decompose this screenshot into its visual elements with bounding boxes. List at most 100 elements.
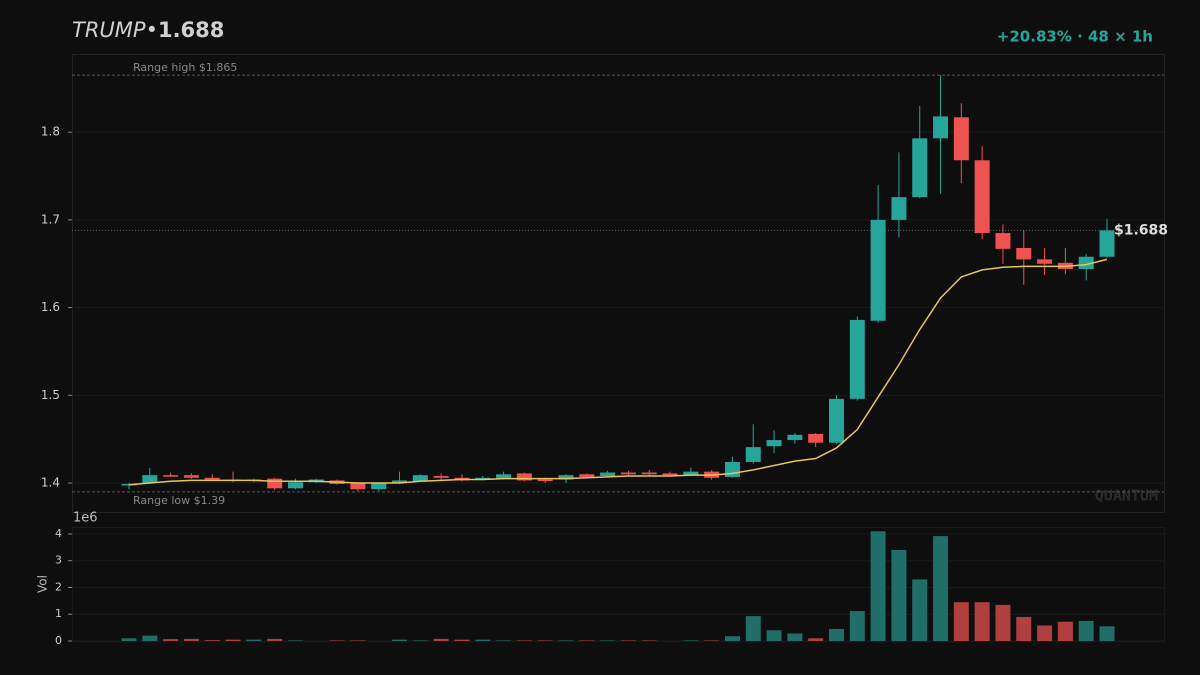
candle-body — [1016, 247, 1032, 260]
volume-bar — [641, 640, 657, 641]
volume-bar — [787, 633, 803, 641]
volume-bar — [225, 639, 241, 641]
candle-body — [766, 440, 782, 447]
volume-bar — [808, 638, 824, 641]
candle-body — [267, 478, 283, 489]
volume-bar — [142, 635, 158, 641]
volume-bar — [454, 639, 470, 641]
chart-title: TRUMP•1.688 — [72, 18, 224, 42]
volume-bar — [704, 640, 720, 641]
volume-bar — [204, 640, 220, 641]
volume-bar — [1057, 621, 1073, 641]
y2-tick-label: 3 — [55, 554, 62, 567]
volume-bar — [475, 639, 491, 641]
title-separator: • — [146, 18, 158, 42]
volume-bar — [287, 640, 303, 641]
y-tick-label: 1.7 — [41, 212, 60, 226]
candle-body — [350, 483, 366, 490]
candle-body — [496, 474, 512, 479]
candle-body — [787, 434, 803, 441]
volume-bar — [974, 602, 990, 641]
title-symbol: TRUMP — [72, 18, 146, 42]
candle-body — [912, 138, 928, 198]
volume-bar — [392, 639, 408, 641]
title-price: 1.688 — [158, 18, 224, 42]
candle-body — [371, 483, 387, 490]
price-panel — [72, 54, 1165, 513]
candle-body — [516, 473, 532, 481]
y-tick-label: 1.4 — [41, 476, 60, 490]
volume-bar — [183, 638, 199, 641]
candle-body — [142, 475, 158, 484]
moving-average — [128, 258, 1108, 486]
volume-bar — [329, 640, 345, 641]
candle-body — [724, 462, 740, 477]
candle-body — [558, 475, 574, 480]
candle-body — [995, 233, 1011, 249]
volume-bar — [121, 638, 137, 641]
candle-body — [287, 482, 303, 489]
range-label: Range high $1.865 — [133, 61, 237, 74]
volume-bar — [933, 536, 949, 641]
candle-body — [641, 472, 657, 475]
y2-tick-label: 2 — [55, 580, 62, 593]
volume-bar — [766, 630, 782, 641]
y-tick-label: 1.5 — [41, 388, 60, 402]
candle-body — [662, 473, 678, 476]
volume-bar — [891, 550, 907, 641]
volume-bar — [1016, 616, 1032, 641]
candle-body — [849, 319, 865, 399]
y-tick-label: 1.8 — [41, 125, 60, 139]
y2-tick-label: 1 — [55, 607, 62, 620]
candle-body — [1037, 259, 1053, 264]
volume-bar — [724, 636, 740, 641]
candle-body — [745, 447, 761, 463]
candle-body — [204, 477, 220, 480]
last-price-label: $1.688 — [1114, 222, 1168, 238]
candle-body — [870, 219, 886, 321]
range-label: Range low $1.39 — [133, 494, 225, 507]
candle-body — [475, 477, 491, 480]
y2-tick-label: 0 — [55, 634, 62, 647]
volume-bar — [849, 611, 865, 641]
volume-bar — [579, 640, 595, 641]
volume-bar — [995, 604, 1011, 641]
candle-body — [579, 474, 595, 477]
candle-body — [183, 475, 199, 478]
candle-body — [683, 471, 699, 476]
volume-bar — [745, 616, 761, 641]
candle-body — [953, 117, 969, 161]
candle-body — [433, 476, 449, 478]
volume-bar — [163, 639, 179, 641]
volume-bar — [537, 640, 553, 641]
volume-bar — [912, 579, 928, 641]
y2-tick-label: 4 — [55, 527, 62, 540]
volume-bar — [953, 602, 969, 641]
volume-bar — [1078, 620, 1094, 641]
volume-offset: 1e6 — [73, 511, 98, 526]
candle-body — [891, 197, 907, 220]
volume-axis-label: Vol — [36, 575, 50, 593]
subtitle: +20.83% · 48 × 1h — [997, 28, 1153, 46]
candle-body — [163, 475, 179, 477]
volume-bar — [1037, 625, 1053, 641]
candle-body — [600, 472, 616, 477]
candle-body — [537, 479, 553, 482]
volume-bar — [683, 640, 699, 641]
watermark: QUANTUM — [1095, 487, 1158, 505]
candle-body — [828, 398, 844, 443]
volume-bar — [1099, 626, 1115, 641]
volume-bar — [246, 639, 262, 641]
candle-body — [412, 475, 428, 482]
volume-bar — [267, 638, 283, 641]
volume-bar — [496, 640, 512, 641]
candle-body — [933, 116, 949, 139]
volume-bar — [433, 638, 449, 641]
y-tick-label: 1.6 — [41, 300, 60, 314]
volume-bar — [600, 640, 616, 641]
candle-body — [808, 433, 824, 443]
volume-bar — [620, 640, 636, 641]
